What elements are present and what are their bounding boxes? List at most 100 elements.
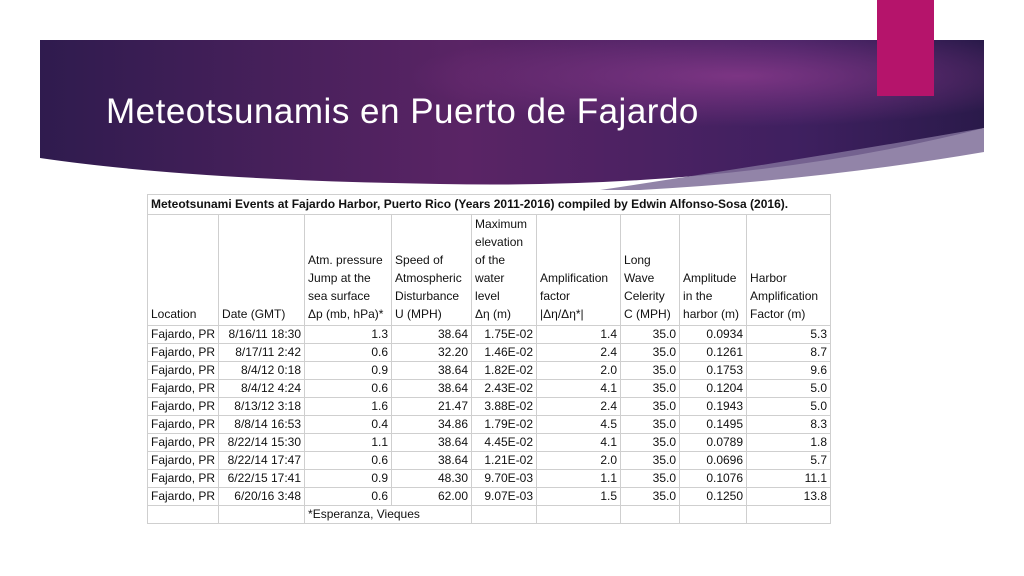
table-cell: 5.3 bbox=[746, 325, 832, 344]
table-cell: 35.0 bbox=[620, 397, 681, 416]
table-cell: 1.5 bbox=[536, 487, 622, 506]
column-header: Amplitude in the harbor (m) bbox=[679, 214, 748, 326]
table-row: Fajardo, PR 8/8/14 16:53 0.4 34.86 1.79E-02 4… bbox=[146, 415, 832, 434]
table-cell: 0.0934 bbox=[679, 325, 748, 344]
column-header-line: Maximum bbox=[475, 217, 528, 231]
table-cell: 0.6 bbox=[304, 343, 393, 362]
table-cell: Fajardo, PR bbox=[146, 325, 220, 344]
table-cell: 6/22/15 17:41 bbox=[218, 469, 306, 488]
column-header-line: Amplification bbox=[750, 289, 819, 303]
table-row: Fajardo, PR 8/4/12 0:18 0.9 38.64 1.82E-02 2.… bbox=[146, 361, 832, 380]
column-header-line: |Δη/Δη*| bbox=[540, 307, 584, 321]
column-header-line: Date (GMT) bbox=[222, 307, 286, 321]
column-header: Atm. pressure Jump at the sea surface Δp (m… bbox=[304, 214, 393, 326]
table-cell: 13.8 bbox=[746, 487, 832, 506]
table-header-row: Location Date (GMT) Atm. pressure Jump at t… bbox=[146, 214, 832, 326]
table-cell: 2.0 bbox=[536, 361, 622, 380]
table-cell: 5.0 bbox=[746, 397, 832, 416]
column-header-line: Atm. pressure bbox=[308, 253, 383, 267]
table-cell: 0.1250 bbox=[679, 487, 748, 506]
table-cell: Fajardo, PR bbox=[146, 361, 220, 380]
table-cell: Fajardo, PR bbox=[146, 469, 220, 488]
title-banner bbox=[40, 40, 984, 190]
table-cell: 8/4/12 4:24 bbox=[218, 379, 306, 398]
table-cell: 1.4 bbox=[536, 325, 622, 344]
table-cell: 1.46E-02 bbox=[471, 343, 538, 362]
column-header-line: elevation bbox=[475, 235, 524, 249]
table-cell: 1.1 bbox=[536, 469, 622, 488]
column-header-line: of the bbox=[475, 253, 506, 267]
column-header-line: U (MPH) bbox=[395, 307, 442, 321]
table-cell: 38.64 bbox=[391, 379, 473, 398]
table-cell: 2.4 bbox=[536, 397, 622, 416]
table-footnote: *Esperanza, Vieques bbox=[304, 505, 473, 524]
column-header-line: harbor (m) bbox=[683, 307, 740, 321]
table-row: Fajardo, PR 6/22/15 17:41 0.9 48.30 9.70E-03… bbox=[146, 469, 832, 488]
table-cell: 0.6 bbox=[304, 487, 393, 506]
column-header-line: Long bbox=[624, 253, 651, 267]
table-cell: 2.0 bbox=[536, 451, 622, 470]
column-header: Long Wave Celerity C (MPH) bbox=[620, 214, 681, 326]
table-cell: 38.64 bbox=[391, 325, 473, 344]
table-cell: Fajardo, PR bbox=[146, 415, 220, 434]
table-cell: 0.0696 bbox=[679, 451, 748, 470]
table-cell: 9.70E-03 bbox=[471, 469, 538, 488]
table-cell: Fajardo, PR bbox=[146, 451, 220, 470]
table-cell: Fajardo, PR bbox=[146, 379, 220, 398]
table-row: Fajardo, PR 8/22/14 15:30 1.1 38.64 4.45E-02… bbox=[146, 433, 832, 452]
table-cell: 35.0 bbox=[620, 361, 681, 380]
table-cell: 8.7 bbox=[746, 343, 832, 362]
table-cell: 35.0 bbox=[620, 415, 681, 434]
table-cell: 32.20 bbox=[391, 343, 473, 362]
table-cell: 8.3 bbox=[746, 415, 832, 434]
table-cell: 38.64 bbox=[391, 451, 473, 470]
table-cell: 35.0 bbox=[620, 433, 681, 452]
table-cell: 8/22/14 17:47 bbox=[218, 451, 306, 470]
table-cell: 0.1943 bbox=[679, 397, 748, 416]
column-header-line: water bbox=[475, 271, 505, 285]
table-cell: 0.1204 bbox=[679, 379, 748, 398]
table-cell: 35.0 bbox=[620, 469, 681, 488]
table-cell: 35.0 bbox=[620, 451, 681, 470]
column-header: Harbor Amplification Factor (m) bbox=[746, 214, 832, 326]
column-header-line: Δp (mb, hPa)* bbox=[308, 307, 384, 321]
table-cell: 48.30 bbox=[391, 469, 473, 488]
table-cell: 3.88E-02 bbox=[471, 397, 538, 416]
table-cell: 8/13/12 3:18 bbox=[218, 397, 306, 416]
table-cell: 1.3 bbox=[304, 325, 393, 344]
column-header-line: Celerity bbox=[624, 289, 665, 303]
table-cell: Fajardo, PR bbox=[146, 487, 220, 506]
table-cell: 38.64 bbox=[391, 433, 473, 452]
table-row: Fajardo, PR 6/20/16 3:48 0.6 62.00 9.07E-03 1… bbox=[146, 487, 832, 506]
table-cell: 35.0 bbox=[620, 487, 681, 506]
table-row: Fajardo, PR 8/17/11 2:42 0.6 32.20 1.46E-02 2… bbox=[146, 343, 832, 362]
table-cell: 35.0 bbox=[620, 343, 681, 362]
column-header-line: Harbor bbox=[750, 271, 787, 285]
table-cell: 0.6 bbox=[304, 451, 393, 470]
table-cell: 0.0789 bbox=[679, 433, 748, 452]
meteotsunami-events-table: Meteotsunami Events at Fajardo Harbor, P… bbox=[146, 194, 832, 524]
table-cell: 0.9 bbox=[304, 469, 393, 488]
table-cell: 1.79E-02 bbox=[471, 415, 538, 434]
table-cell: 1.21E-02 bbox=[471, 451, 538, 470]
table-cell: 1.82E-02 bbox=[471, 361, 538, 380]
table-cell: 0.1753 bbox=[679, 361, 748, 380]
table-cell: 1.75E-02 bbox=[471, 325, 538, 344]
table-cell: 38.64 bbox=[391, 361, 473, 380]
banner-background bbox=[40, 40, 984, 190]
accent-bar bbox=[877, 0, 934, 96]
table-cell: Fajardo, PR bbox=[146, 343, 220, 362]
column-header-line: Speed of bbox=[395, 253, 444, 267]
table-cell: 2.43E-02 bbox=[471, 379, 538, 398]
table-cell: 21.47 bbox=[391, 397, 473, 416]
column-header-line: Wave bbox=[624, 271, 655, 285]
table-row: Fajardo, PR 8/22/14 17:47 0.6 38.64 1.21E-02… bbox=[146, 451, 832, 470]
column-header-line: Location bbox=[151, 307, 197, 321]
column-header-line: Amplification bbox=[540, 271, 609, 285]
table-cell: 9.6 bbox=[746, 361, 832, 380]
column-header: Speed of Atmospheric Disturbance U (MPH) bbox=[391, 214, 473, 326]
column-header: Amplification factor |Δη/Δη*| bbox=[536, 214, 622, 326]
table-row: Fajardo, PR 8/16/11 18:30 1.3 38.64 1.75E-02… bbox=[146, 325, 832, 344]
column-header-line: Atmospheric bbox=[395, 271, 462, 285]
table-cell: 0.1495 bbox=[679, 415, 748, 434]
